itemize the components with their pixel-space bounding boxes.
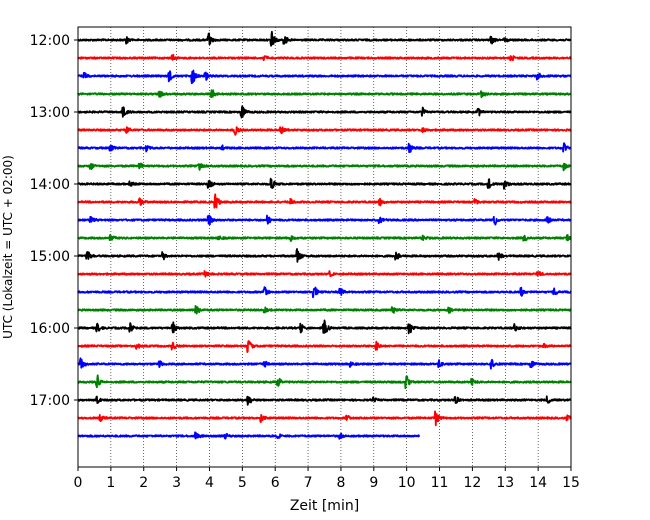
y-axis-ticks: 12:00 13:00 14:00 15:00 16:00 17:00 (30, 33, 78, 409)
x-tick-label-10: 10 (398, 475, 416, 491)
trace-1430 (77, 214, 572, 226)
y-tick-label-1300: 13:00 (30, 105, 70, 121)
y-tick-label-1600: 16:00 (30, 321, 70, 337)
trace-1530 (77, 286, 572, 299)
x-tick-label-11: 11 (431, 475, 449, 491)
x-tick-label-13: 13 (496, 475, 514, 491)
x-axis-label: Zeit [min] (290, 498, 359, 514)
trace-1215 (77, 53, 572, 62)
x-tick-label-8: 8 (336, 475, 345, 491)
y-tick-label-1500: 15:00 (30, 249, 70, 265)
x-axis-ticks: 0 1 2 3 4 5 6 7 8 9 10 11 12 13 14 15 (74, 467, 580, 491)
x-tick-label-9: 9 (369, 475, 378, 491)
trace-lines (77, 30, 572, 440)
trace-1330 (77, 142, 572, 154)
x-tick-label-12: 12 (463, 475, 481, 491)
x-tick-label-5: 5 (238, 475, 247, 491)
trace-1600 (77, 319, 572, 335)
trace-1345 (77, 162, 572, 172)
plot-frame (77, 26, 572, 468)
trace-1415 (77, 193, 572, 209)
trace-1200 (77, 30, 572, 47)
trace-1700 (77, 395, 572, 406)
trace-1545 (77, 305, 572, 315)
trace-1630 (77, 357, 572, 370)
trace-1245 (77, 89, 572, 99)
y-tick-label-1200: 12:00 (30, 33, 70, 49)
trace-1300 (77, 105, 572, 119)
x-tick-label-14: 14 (529, 475, 547, 491)
trace-1400 (77, 177, 572, 190)
x-tick-label-6: 6 (271, 475, 280, 491)
trace-1730 (77, 431, 421, 440)
x-tick-label-1: 1 (106, 475, 115, 491)
grid-lines (110, 27, 539, 467)
x-tick-label-15: 15 (562, 475, 580, 491)
x-tick-label-0: 0 (74, 475, 83, 491)
trace-1615 (77, 340, 572, 353)
trace-1445 (77, 234, 572, 242)
y-axis-label: UTC (Lokalzeit = UTC + 02:00) (1, 155, 15, 339)
trace-1500 (77, 248, 572, 263)
x-tick-label-7: 7 (304, 475, 313, 491)
trace-1515 (77, 270, 572, 278)
trace-1715 (77, 410, 572, 427)
y-tick-label-1700: 17:00 (30, 393, 70, 409)
y-tick-label-1400: 14:00 (30, 177, 70, 193)
x-tick-label-3: 3 (172, 475, 181, 491)
trace-1230 (77, 69, 572, 85)
trace-1315 (77, 126, 572, 136)
x-tick-label-4: 4 (205, 475, 214, 491)
x-tick-label-2: 2 (139, 475, 148, 491)
trace-1645 (77, 374, 572, 390)
